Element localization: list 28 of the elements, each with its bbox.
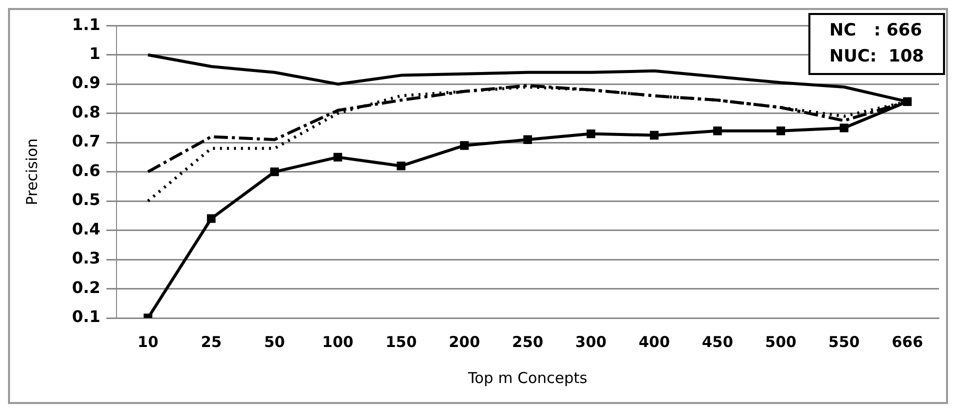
x-tick-label: 10: [138, 332, 158, 351]
y-tick-label: 1: [89, 44, 100, 63]
x-tick-label: 250: [512, 332, 544, 351]
x-tick-label: 550: [828, 332, 860, 351]
y-tick-label: 0.1: [72, 307, 100, 326]
x-tick-label: 450: [702, 332, 734, 351]
x-tick-label: 150: [385, 332, 417, 351]
x-tick-label: 50: [264, 332, 285, 351]
y-tick-label: 0.8: [72, 102, 100, 122]
y-tick-label: 1.1: [72, 14, 100, 34]
x-tick-label: 300: [575, 332, 607, 351]
y-tick-label: 0.2: [72, 278, 100, 297]
y-tick-label: 0.3: [72, 248, 100, 268]
annotation: NUC: 108: [829, 46, 924, 66]
y-tick-label: 0.7: [72, 132, 100, 151]
x-tick-label: 100: [322, 332, 354, 351]
y-tick-label: 0.4: [72, 219, 100, 238]
x-tick-label: 25: [200, 332, 222, 351]
x-tick-label: 666: [892, 332, 924, 351]
y-axis-title: Precision: [22, 138, 41, 206]
x-tick-label: 400: [638, 332, 670, 351]
y-tick-label: 0.5: [72, 190, 100, 210]
x-axis-title: Top m Concepts: [467, 368, 588, 387]
y-tick-label: 0.6: [72, 160, 100, 180]
x-tick-label: 500: [765, 332, 796, 351]
x-tick-label: 200: [448, 332, 480, 351]
y-tick-label: 0.9: [72, 73, 100, 92]
annotation: NC : 666: [829, 20, 922, 40]
